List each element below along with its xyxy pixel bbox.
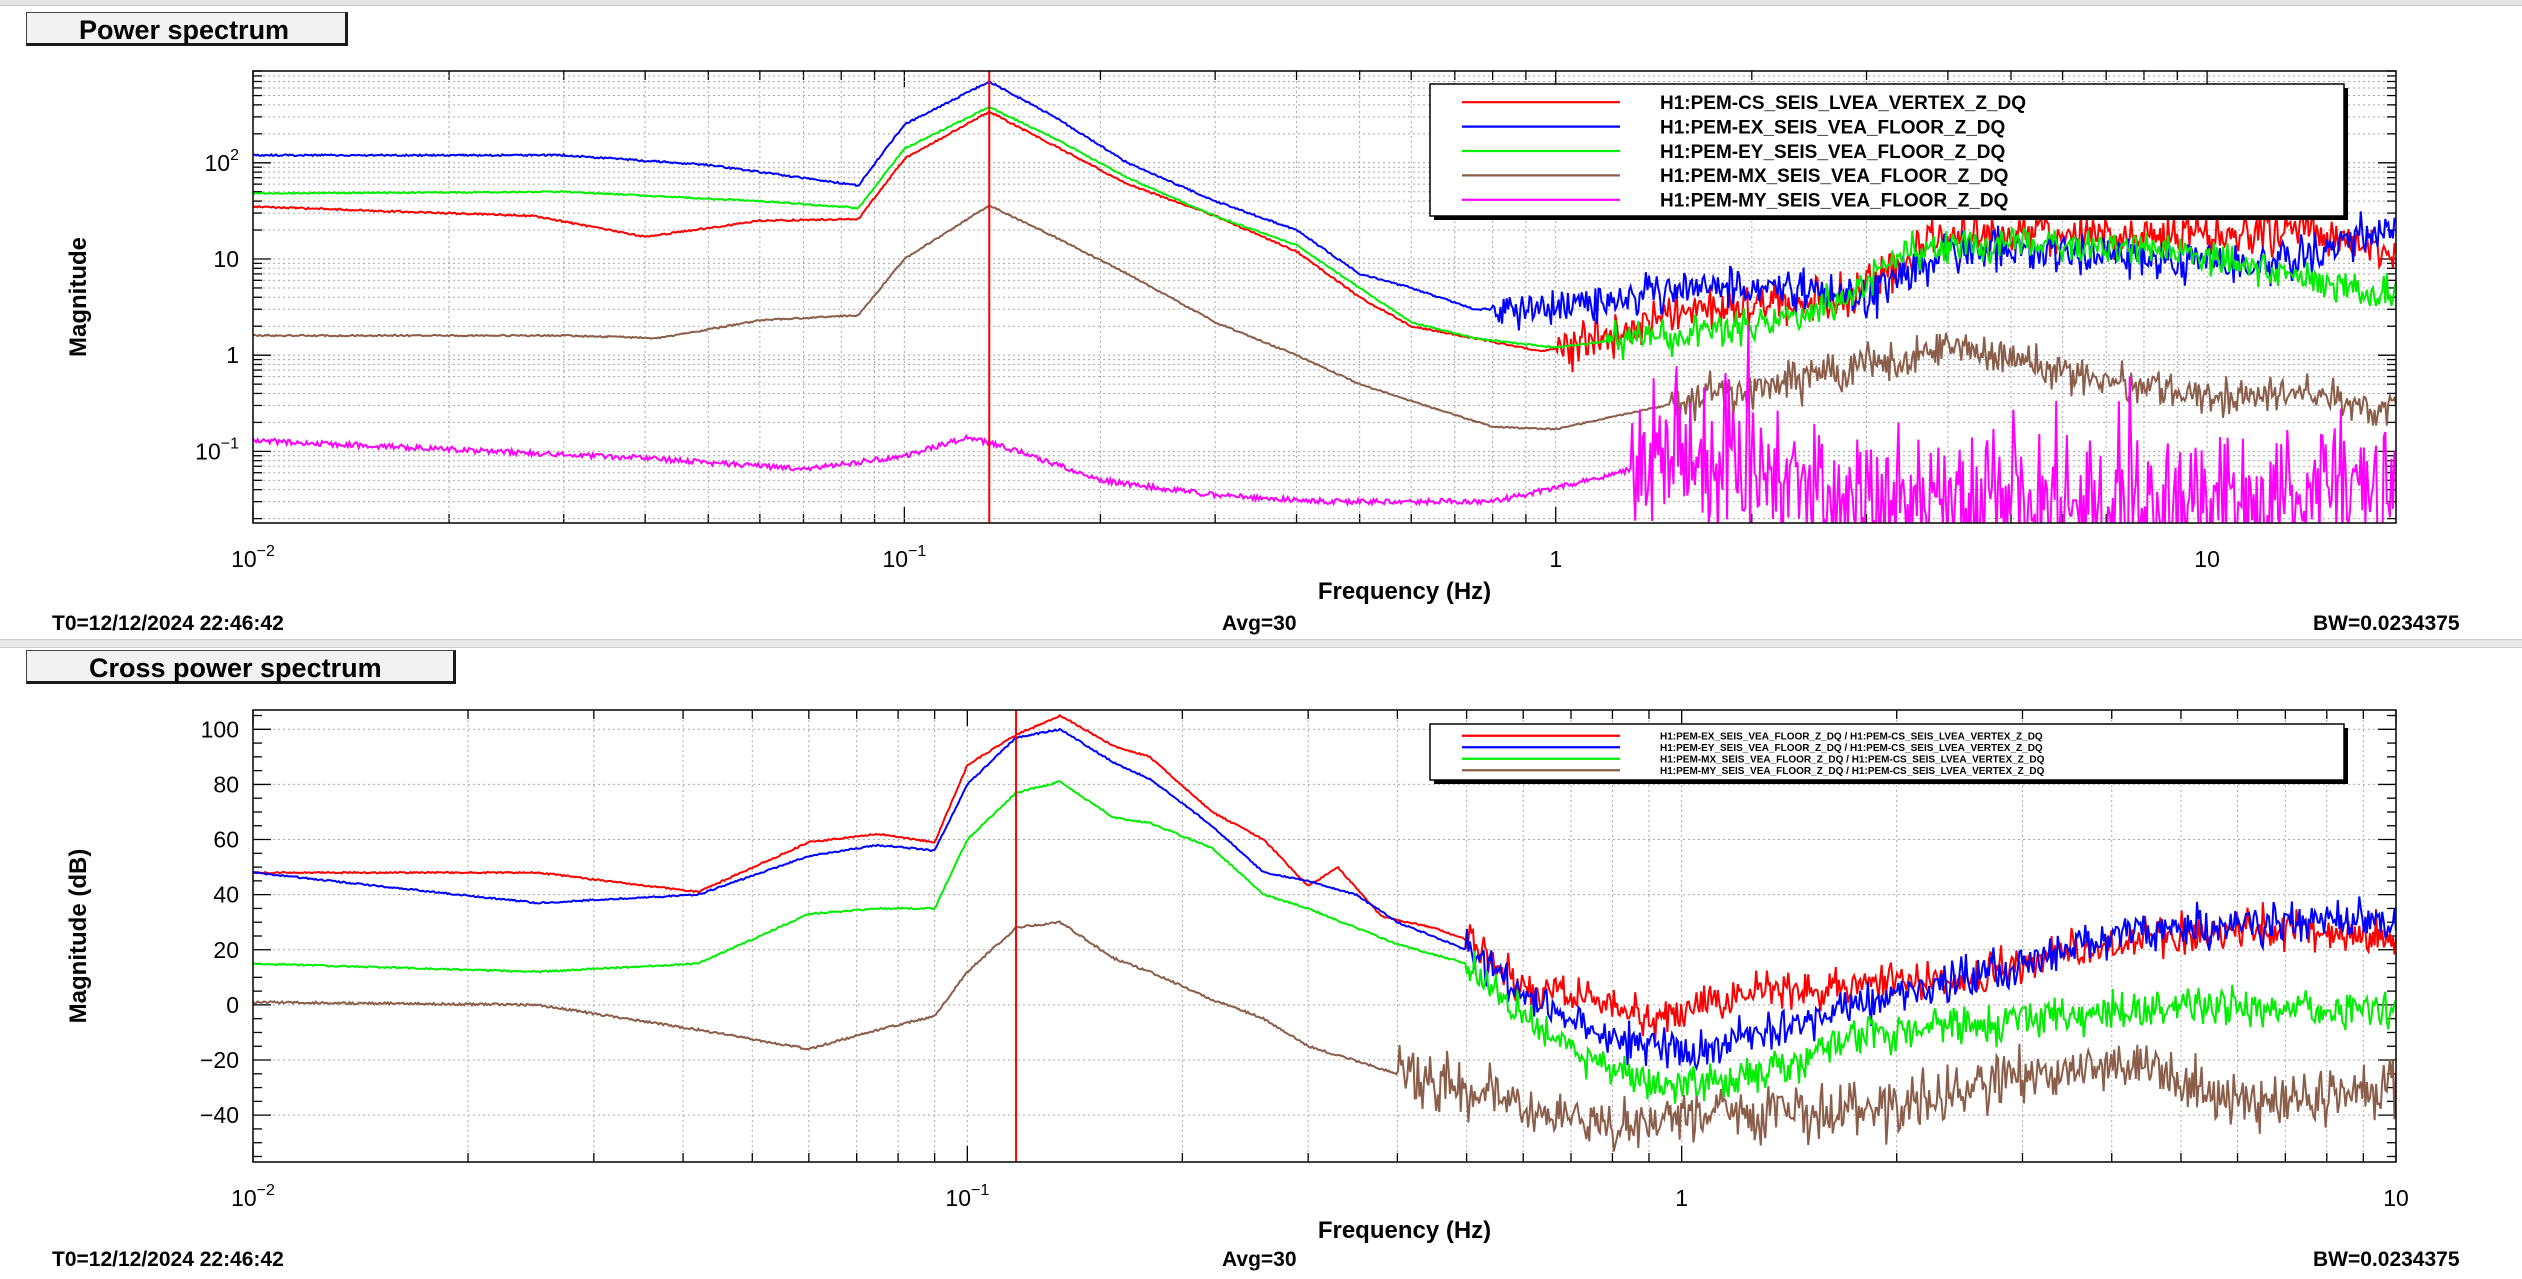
window-top-strip xyxy=(0,0,2522,6)
footer-avg: Avg=30 xyxy=(1222,1248,1297,1271)
y-axis-label: Magnitude (dB) xyxy=(65,849,92,1024)
panel-divider[interactable] xyxy=(0,639,2522,648)
series-group xyxy=(253,79,2396,523)
x-tick-label: 10 xyxy=(2383,1185,2409,1211)
cross-power-spectrum-title: Cross power spectrum xyxy=(26,650,456,684)
footer-avg: Avg=30 xyxy=(1222,612,1297,635)
x-tick-label: 1 xyxy=(1549,546,1562,572)
series-line xyxy=(253,780,2396,1104)
series-line xyxy=(253,106,2396,361)
plot-frame xyxy=(252,70,2397,524)
x-axis-label: Frequency (Hz) xyxy=(1318,1217,1491,1244)
x-tick-label: 10 xyxy=(2194,546,2220,572)
y-tick-label: −40 xyxy=(200,1102,239,1128)
y-tick-label: 80 xyxy=(213,771,239,797)
legend-entry: H1:PEM-CS_SEIS_LVEA_VERTEX_Z_DQ xyxy=(1660,93,2026,114)
legend-entry: H1:PEM-MY_SEIS_VEA_FLOOR_Z_DQ xyxy=(1660,191,2008,212)
plot-frame xyxy=(252,709,2397,1163)
series-group xyxy=(253,713,2396,1152)
y-tick-label: 102 xyxy=(205,147,240,176)
series-line xyxy=(253,727,2396,1071)
series-line xyxy=(253,79,2396,331)
y-axis-label: Magnitude xyxy=(65,237,92,357)
footer-t0: T0=12/12/2024 22:46:42 xyxy=(52,1248,284,1271)
series-line xyxy=(253,920,2396,1152)
x-tick-label: 10−2 xyxy=(231,543,275,572)
legend-entry: H1:PEM-MX_SEIS_VEA_FLOOR_Z_DQ / H1:PEM-C… xyxy=(1660,754,2045,765)
legend: H1:PEM-CS_SEIS_LVEA_VERTEX_Z_DQ H1:PEM-EX… xyxy=(1429,83,2348,220)
y-tick-label: 10 xyxy=(213,246,239,272)
power-spectrum-chart[interactable]: 10−2 10−1 1 10 10−1 1 10 102 Frequency (Hz) Magni… xyxy=(0,48,2522,608)
y-tick-label: 20 xyxy=(213,937,239,963)
y-tick-label: 1 xyxy=(226,342,239,368)
footer-t0: T0=12/12/2024 22:46:42 xyxy=(52,612,284,635)
legend-entry: H1:PEM-EX_SEIS_VEA_FLOOR_Z_DQ / H1:PEM-C… xyxy=(1660,731,2043,742)
x-tick-label: 10−2 xyxy=(231,1182,275,1211)
power-spectrum-title: Power spectrum xyxy=(26,12,348,46)
footer-bw: BW=0.0234375 xyxy=(2313,612,2460,635)
legend-entry: H1:PEM-EX_SEIS_VEA_FLOOR_Z_DQ xyxy=(1660,117,2005,138)
x-tick-label: 1 xyxy=(1675,1185,1688,1211)
legend-entry: H1:PEM-EY_SEIS_VEA_FLOOR_Z_DQ / H1:PEM-C… xyxy=(1660,743,2043,754)
y-tick-label: 100 xyxy=(201,716,239,742)
legend-entry: H1:PEM-MX_SEIS_VEA_FLOOR_Z_DQ xyxy=(1660,166,2008,187)
y-tick-label: 60 xyxy=(213,827,239,853)
x-tick-label: 10−1 xyxy=(882,543,926,572)
y-tick-label: 0 xyxy=(226,992,239,1018)
y-tick-label: −20 xyxy=(200,1047,239,1073)
series-line xyxy=(253,325,2396,523)
x-tick-label: 10−1 xyxy=(945,1182,989,1211)
x-axis-label: Frequency (Hz) xyxy=(1318,578,1491,605)
cross-power-spectrum-chart[interactable]: 10−2 10−1 1 10 −40 −20 0 20 40 60 80 100 Frequency (… xyxy=(0,690,2522,1250)
legend: H1:PEM-EX_SEIS_VEA_FLOOR_Z_DQ / H1:PEM-C… xyxy=(1429,723,2348,784)
legend-entry: H1:PEM-EY_SEIS_VEA_FLOOR_Z_DQ xyxy=(1660,142,2005,163)
y-tick-label: 40 xyxy=(213,882,239,908)
y-tick-label: 10−1 xyxy=(195,435,239,464)
footer-bw: BW=0.0234375 xyxy=(2313,1248,2460,1271)
legend-entry: H1:PEM-MY_SEIS_VEA_FLOOR_Z_DQ / H1:PEM-C… xyxy=(1660,766,2045,777)
series-line xyxy=(253,204,2396,431)
series-line xyxy=(253,110,2396,373)
